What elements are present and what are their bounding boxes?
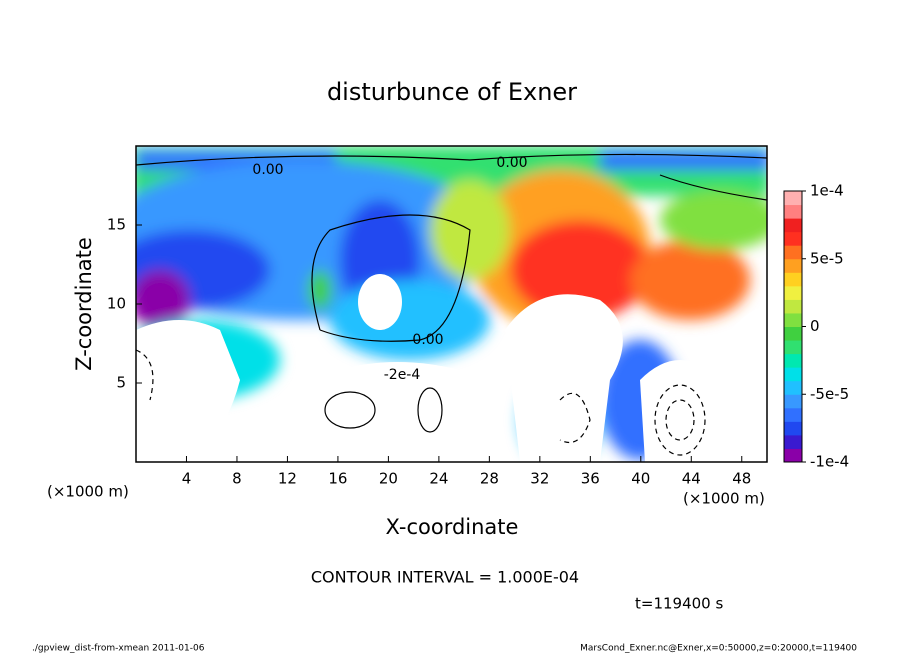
colorbar-band (784, 245, 802, 260)
contour-label: -2e-4 (384, 367, 421, 383)
colorbar-band (784, 367, 802, 382)
colorbar-tick-label: 5e-5 (810, 249, 844, 267)
y-tick-label: 10 (107, 295, 126, 313)
colorbar-tick-label: -5e-5 (810, 385, 849, 403)
colorbar-band (784, 272, 802, 287)
colorbar-tick-label: 0 (810, 317, 820, 335)
colorbar-band (784, 299, 802, 314)
colorbar-band (784, 421, 802, 436)
time-label: t=119400 s (635, 595, 723, 613)
field-blank (730, 307, 767, 462)
colorbar-band (784, 394, 802, 409)
colorbar-band (784, 204, 802, 219)
x-tick-label: 20 (379, 470, 398, 488)
x-tick-label: 24 (429, 470, 448, 488)
x-tick-label: 40 (631, 470, 650, 488)
colorbar-band (784, 380, 802, 395)
colorbar-tick-label: -1e-4 (810, 453, 849, 471)
colorbar-band (784, 407, 802, 422)
contour-interval: CONTOUR INTERVAL = 1.000E-04 (311, 568, 579, 587)
colorbar-band (784, 231, 802, 246)
contour-label: 0.00 (496, 155, 527, 171)
x-tick-label: 28 (480, 470, 499, 488)
colorbar-band (784, 326, 802, 341)
x-tick-label: 44 (682, 470, 701, 488)
colorbar-band (784, 258, 802, 273)
contour-label: 0.00 (412, 332, 443, 348)
x-axis-label: X-coordinate (386, 515, 519, 539)
y-unit: (×1000 m) (47, 483, 129, 501)
field-blank (640, 360, 730, 462)
x-tick-label: 12 (278, 470, 297, 488)
chart-title: disturbunce of Exner (327, 78, 577, 106)
colorbar-band (784, 340, 802, 355)
colorbar-band (784, 312, 802, 327)
colorbar-band (784, 218, 802, 233)
x-tick-label: 16 (328, 470, 347, 488)
colorbar-band (784, 448, 802, 463)
field-blank (358, 274, 402, 330)
colorbar-band (784, 285, 802, 300)
field-blank (505, 294, 623, 462)
x-tick-label: 36 (581, 470, 600, 488)
y-axis-label: Z-coordinate (72, 237, 96, 371)
x-unit: (×1000 m) (683, 490, 765, 508)
field-blank (136, 320, 240, 462)
colorbar-band (784, 434, 802, 449)
y-tick-label: 15 (107, 216, 126, 234)
footer-right: MarsCond_Exner.nc@Exner,x=0:50000,z=0:20… (580, 644, 857, 654)
x-tick-label: 4 (182, 470, 192, 488)
x-tick-label: 48 (732, 470, 751, 488)
field-blank (300, 362, 500, 462)
y-tick-label: 5 (116, 374, 126, 392)
colorbar-tick-label: 1e-4 (810, 182, 844, 200)
x-tick-label: 8 (232, 470, 242, 488)
contour-lines (136, 153, 767, 456)
x-tick-label: 32 (530, 470, 549, 488)
footer-left: ./gpview_dist-from-xmean 2011-01-06 (32, 644, 205, 654)
colorbar-band (784, 353, 802, 368)
colorbar-band (784, 191, 802, 206)
contour-label: 0.00 (252, 162, 283, 178)
field: 0.00 0.00 0.00 -2e-4 (136, 146, 767, 462)
